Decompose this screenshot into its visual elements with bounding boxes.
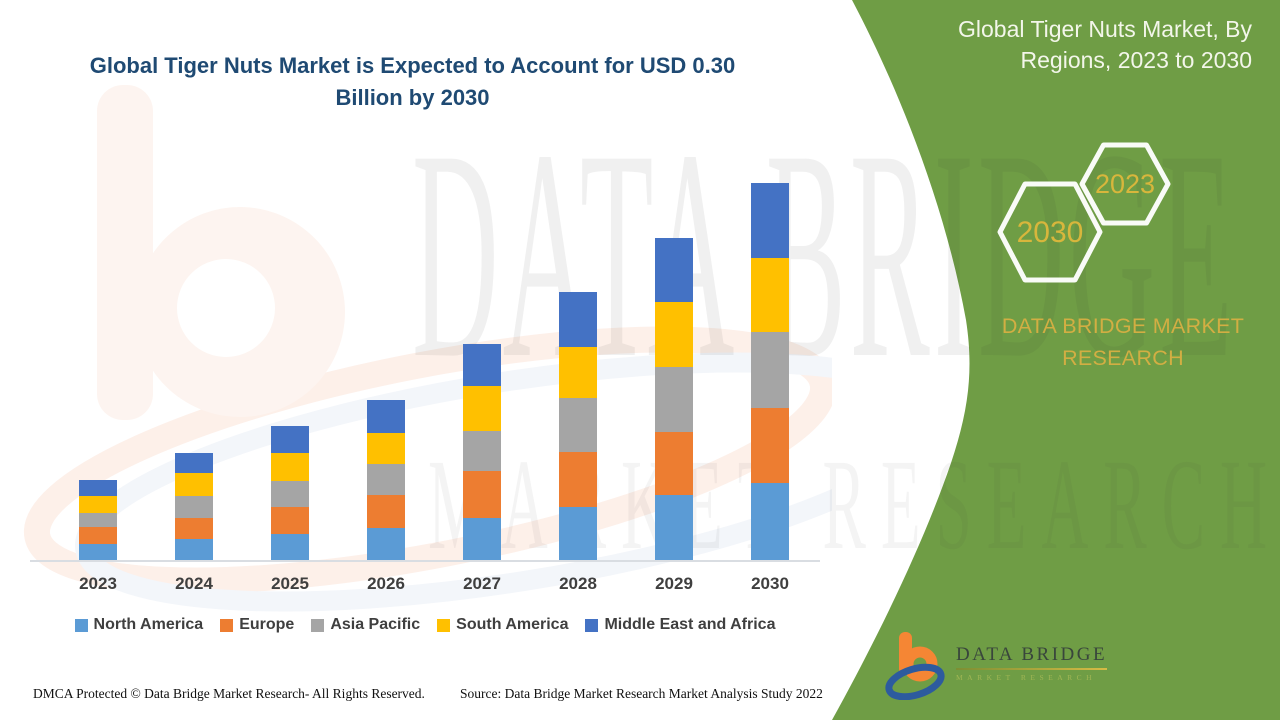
legend-label: South America <box>456 616 569 633</box>
segment-middle-east-and-africa <box>367 399 405 433</box>
segment-north-america <box>175 539 213 560</box>
legend-swatch <box>220 618 234 632</box>
segment-south-america <box>559 346 597 398</box>
segment-asia-pacific <box>751 332 789 409</box>
plot-area <box>30 150 820 562</box>
x-axis-label-2023: 2023 <box>79 574 117 593</box>
legend-item-north-america: North America <box>74 616 204 634</box>
segment-asia-pacific <box>79 513 117 528</box>
segment-north-america <box>367 527 405 560</box>
legend-label: Middle East and Africa <box>604 616 776 633</box>
segment-south-america <box>175 473 213 497</box>
legend-label: North America <box>93 616 204 633</box>
x-axis-label-2027: 2027 <box>463 574 501 593</box>
segment-middle-east-and-africa <box>175 453 213 474</box>
dmca-notice: DMCA Protected © Data Bridge Market Rese… <box>33 686 425 701</box>
logo-underline <box>956 668 1108 670</box>
segment-south-america <box>463 386 501 432</box>
segment-asia-pacific <box>175 496 213 519</box>
segment-south-america <box>271 453 309 481</box>
segment-middle-east-and-africa <box>271 426 309 453</box>
segment-europe <box>655 432 693 496</box>
segment-north-america <box>271 534 309 560</box>
x-axis-labels: 2023 2024 2025 2026 2027 2028 2029 2030 <box>30 574 820 596</box>
logo-tagline-text: MARKET RESEARCH <box>956 673 1097 682</box>
segment-south-america <box>367 432 405 464</box>
segment-europe <box>175 518 213 540</box>
stacked-bar-2024 <box>175 453 213 560</box>
legend-swatch <box>585 618 599 632</box>
segment-middle-east-and-africa <box>559 291 597 347</box>
segment-north-america <box>79 544 117 560</box>
brand-wordmark: DATA BRIDGE MARKET RESEARCH <box>1001 314 1245 371</box>
stacked-bar-2026 <box>367 399 405 560</box>
x-axis-label-2029: 2029 <box>655 574 693 593</box>
x-axis-label-2030: 2030 <box>751 574 789 593</box>
hexagon-2023-label: 2023 <box>1095 169 1155 199</box>
x-axis-label-2025: 2025 <box>271 574 309 593</box>
segment-europe <box>559 451 597 507</box>
x-axis-label-2028: 2028 <box>559 574 597 593</box>
segment-north-america <box>463 518 501 560</box>
stacked-bar-2025 <box>271 426 309 560</box>
stacked-bar-2030 <box>751 183 789 560</box>
legend-swatch <box>437 618 451 632</box>
segment-europe <box>751 408 789 483</box>
stacked-bar-2028 <box>559 291 597 560</box>
segment-middle-east-and-africa <box>751 183 789 259</box>
stacked-bar-2023 <box>79 480 117 560</box>
x-axis-label-2026: 2026 <box>367 574 405 593</box>
segment-europe <box>367 494 405 528</box>
legend-item-asia-pacific: Asia Pacific <box>311 616 420 634</box>
segment-north-america <box>559 507 597 560</box>
segment-asia-pacific <box>559 397 597 452</box>
hexagon-2030-badge: 2030 <box>997 181 1103 283</box>
side-panel-title: Global Tiger Nuts Market, By Regions, 20… <box>958 16 1252 74</box>
segment-south-america <box>751 258 789 333</box>
legend-item-south-america: South America <box>437 616 568 634</box>
source-note: Source: Data Bridge Market Research Mark… <box>460 686 823 701</box>
hexagon-2030-label: 2030 <box>1017 216 1084 249</box>
chart-title: Global Tiger Nuts Market is Expected to … <box>89 53 736 110</box>
segment-asia-pacific <box>463 431 501 472</box>
segment-middle-east-and-africa <box>79 480 117 497</box>
stacked-bar-2027 <box>463 344 501 560</box>
databridge-logo: DATA BRIDGE MARKET RESEARCH <box>884 630 1108 700</box>
legend-swatch <box>311 618 325 632</box>
segment-south-america <box>79 496 117 514</box>
segment-asia-pacific <box>655 367 693 433</box>
segment-europe <box>79 527 117 545</box>
segment-asia-pacific <box>367 463 405 495</box>
legend: North America Europe Asia Pacific South Ame… <box>30 616 820 634</box>
segment-north-america <box>751 483 789 560</box>
databridge-logo-icon <box>885 632 945 700</box>
segment-asia-pacific <box>271 481 309 507</box>
segment-europe <box>271 507 309 534</box>
segment-north-america <box>655 495 693 560</box>
stacked-bar-2029 <box>655 238 693 560</box>
hexagon-2023-badge: 2023 <box>1079 142 1171 226</box>
legend-item-europe: Europe <box>220 616 294 634</box>
segment-middle-east-and-africa <box>463 344 501 387</box>
legend-swatch <box>74 618 88 632</box>
x-axis-label-2024: 2024 <box>175 574 213 593</box>
legend-item-middle-east-and-africa: Middle East and Africa <box>585 616 775 634</box>
segment-europe <box>463 471 501 519</box>
segment-middle-east-and-africa <box>655 238 693 303</box>
legend-label: Europe <box>239 616 295 633</box>
legend-label: Asia Pacific <box>330 616 421 633</box>
logo-name-text: DATA BRIDGE <box>956 644 1108 665</box>
segment-south-america <box>655 302 693 368</box>
